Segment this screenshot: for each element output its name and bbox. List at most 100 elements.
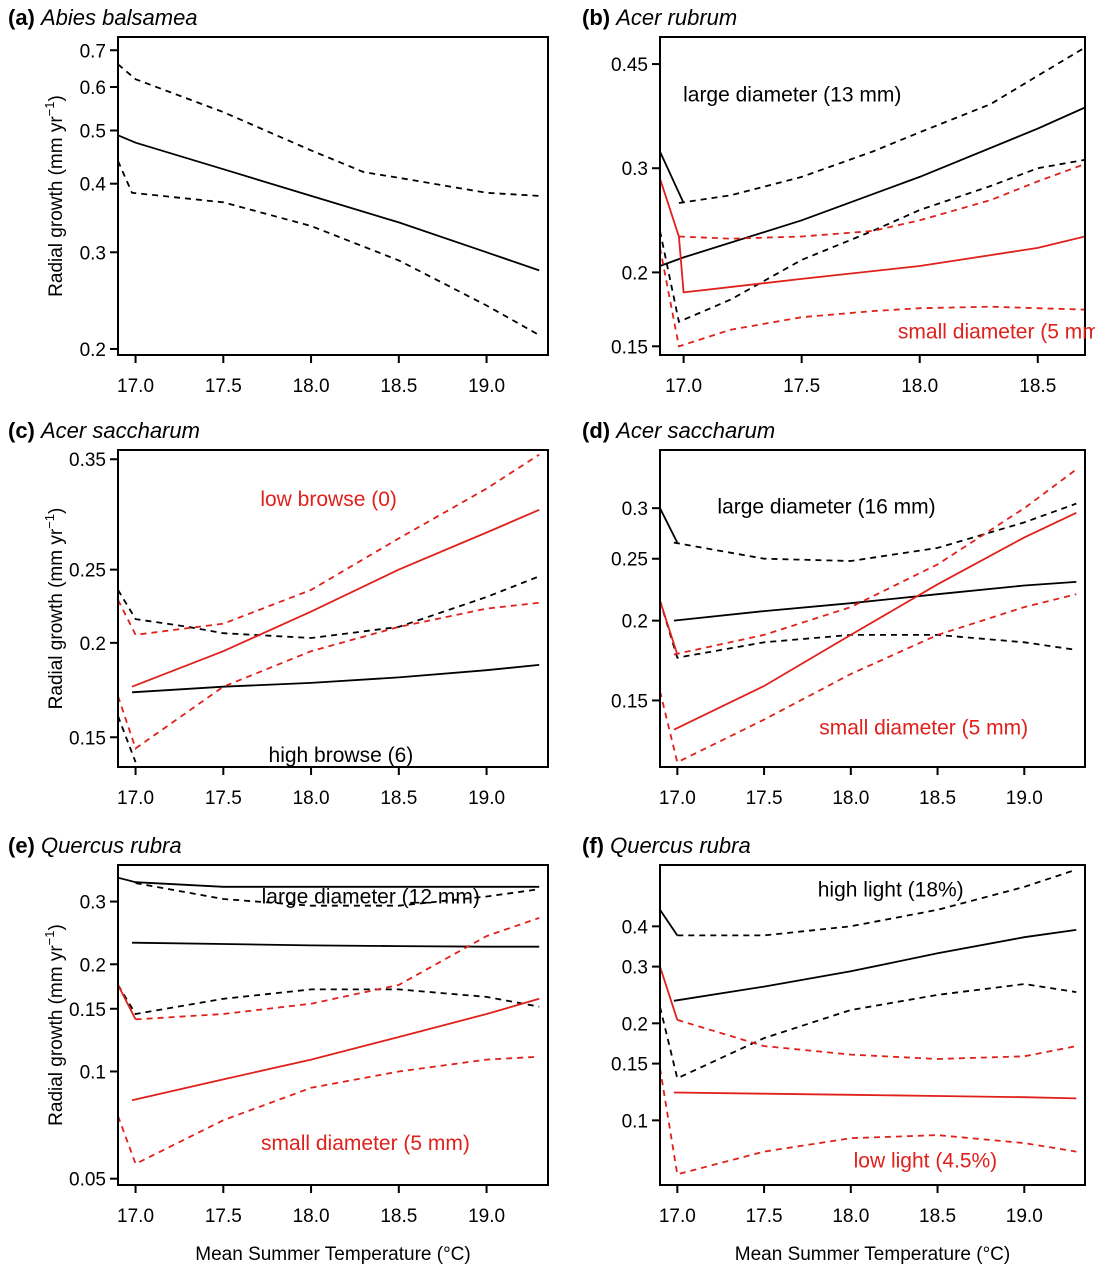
plot-frame bbox=[117, 36, 549, 356]
panel-b: (b) Acer rubrum 17.0 17.5 18.0 18.5 0.15 0.2 0.… bbox=[582, 5, 1095, 397]
x-tick-label: 18.5 bbox=[1019, 376, 1056, 397]
x-tick-label: 18.5 bbox=[380, 788, 417, 809]
series-line-2 bbox=[118, 575, 540, 639]
y-tick-label: 0.3 bbox=[622, 159, 648, 180]
annotation-label: large diameter (16 mm) bbox=[717, 495, 935, 518]
series-line-2 bbox=[673, 581, 1077, 622]
annotation-label: low light (4.5%) bbox=[854, 1150, 998, 1173]
series-line-4 bbox=[118, 984, 540, 1015]
y-axis-label-close: ) bbox=[46, 924, 67, 930]
x-tick-label: 17.5 bbox=[205, 1206, 242, 1227]
panel-letter: (c) bbox=[8, 418, 41, 443]
x-tick-label: 18.0 bbox=[901, 376, 938, 397]
series-line-5 bbox=[660, 966, 679, 1021]
y-tick-label: 0.05 bbox=[69, 1170, 106, 1191]
panel-species: Quercus rubra bbox=[41, 833, 182, 858]
x-tick-label: 19.0 bbox=[468, 1206, 505, 1227]
x-tick-label: 18.0 bbox=[832, 788, 869, 809]
y-axis-label-main: Radial growth (mm yr bbox=[46, 528, 67, 709]
series-line-6 bbox=[678, 163, 1085, 240]
panel-letter: (e) bbox=[8, 833, 41, 858]
y-tick-label: 0.1 bbox=[622, 1111, 648, 1132]
plot-frame bbox=[659, 864, 1086, 1186]
series-line-6 bbox=[131, 997, 540, 1102]
panel-d: (d) Acer saccharum 17.0 17.5 18.0 18.5 19.0 0.… bbox=[582, 418, 1086, 809]
y-tick-label: 0.2 bbox=[80, 955, 106, 976]
x-tick-label: 19.0 bbox=[468, 376, 505, 397]
x-tick-label: 18.0 bbox=[293, 788, 330, 809]
y-tick-label: 0.2 bbox=[80, 340, 106, 361]
annotation-label: large diameter (12 mm) bbox=[262, 885, 480, 908]
series-line-6 bbox=[673, 511, 1077, 731]
y-axis-label-main: Radial growth (mm yr bbox=[46, 116, 67, 297]
panel-c: (c) Acer saccharum 17.0 17.5 18.0 18.5 19.0 0.… bbox=[8, 418, 549, 809]
series-group bbox=[660, 468, 1077, 764]
y-tick-label: 0.15 bbox=[69, 1000, 106, 1021]
series-line-6 bbox=[118, 601, 540, 750]
annotation-label: small diameter (5 mm) bbox=[819, 717, 1028, 740]
series-line-4 bbox=[131, 508, 540, 688]
y-tick-label: 0.5 bbox=[80, 121, 106, 142]
series-line-5 bbox=[118, 453, 540, 636]
x-tick-label: 18.0 bbox=[293, 376, 330, 397]
series-line-7 bbox=[135, 917, 540, 1021]
series-line-4 bbox=[660, 600, 1077, 659]
series-line-3 bbox=[673, 502, 1077, 562]
x-tick-label: 19.0 bbox=[1006, 788, 1043, 809]
series-line-6 bbox=[673, 1091, 1077, 1100]
y-axis-label-sup: −1 bbox=[42, 930, 57, 945]
y-tick-label: 0.3 bbox=[80, 243, 106, 264]
y-tick-label: 0.15 bbox=[611, 691, 648, 712]
x-tick-label: 17.0 bbox=[117, 1206, 154, 1227]
x-tick-label: 18.5 bbox=[380, 1206, 417, 1227]
x-tick-label: 17.5 bbox=[783, 376, 820, 397]
y-tick-label: 0.3 bbox=[622, 499, 648, 520]
series-line-1 bbox=[118, 876, 540, 888]
y-tick-label: 0.1 bbox=[80, 1062, 106, 1083]
panel-species: Acer rubrum bbox=[614, 5, 737, 30]
series-group bbox=[660, 46, 1085, 348]
x-tick-label: 17.0 bbox=[665, 376, 702, 397]
series-line-3 bbox=[678, 46, 1085, 204]
y-tick-label: 0.4 bbox=[80, 175, 107, 196]
plot-frame bbox=[117, 449, 549, 768]
y-tick-label: 0.15 bbox=[611, 337, 648, 358]
y-tick-label: 0.3 bbox=[622, 958, 648, 979]
x-tick-label: 17.0 bbox=[117, 376, 154, 397]
series-line-5 bbox=[660, 600, 679, 655]
series-line-7 bbox=[673, 468, 1077, 656]
series-line-5 bbox=[118, 984, 137, 1020]
annotation-label: high browse (6) bbox=[269, 744, 414, 767]
series-line-3 bbox=[118, 160, 540, 336]
x-tick-label: 19.0 bbox=[468, 788, 505, 809]
y-tick-label: 0.2 bbox=[80, 634, 106, 655]
panel-species: Quercus rubra bbox=[610, 833, 751, 858]
annotation-label: high light (18%) bbox=[818, 879, 964, 902]
series-line-4 bbox=[660, 158, 1085, 324]
x-tick-label: 17.0 bbox=[659, 1206, 696, 1227]
panel-species: Abies balsamea bbox=[39, 5, 198, 30]
annotation-label: low browse (0) bbox=[260, 488, 397, 511]
panel-letter: (b) bbox=[582, 5, 616, 30]
y-tick-label: 0.4 bbox=[622, 917, 649, 938]
y-tick-label: 0.3 bbox=[80, 893, 106, 914]
annotation-label: large diameter (13 mm) bbox=[683, 83, 901, 106]
y-axis-label-sup: −1 bbox=[42, 514, 57, 529]
series-line-1 bbox=[118, 134, 540, 272]
series-line-3 bbox=[118, 715, 137, 763]
y-axis-label-close: ) bbox=[46, 95, 67, 101]
panel-title: (a) Abies balsamea bbox=[8, 5, 198, 30]
series-line-7 bbox=[660, 247, 1085, 348]
y-tick-label: 0.15 bbox=[611, 1055, 648, 1076]
series-line-2 bbox=[660, 106, 1085, 267]
y-tick-label: 0.7 bbox=[80, 41, 106, 62]
x-tick-label: 18.0 bbox=[832, 1206, 869, 1227]
panel-letter: (f) bbox=[582, 833, 610, 858]
panel-title: (b) Acer rubrum bbox=[582, 5, 737, 30]
series-line-8 bbox=[660, 593, 1077, 764]
y-axis-label-sup: −1 bbox=[42, 101, 57, 116]
x-axis-label: Mean Summer Temperature (°C) bbox=[735, 1244, 1010, 1265]
y-tick-label: 0.25 bbox=[69, 561, 106, 582]
y-tick-label: 0.45 bbox=[611, 55, 648, 76]
series-group bbox=[118, 876, 540, 1166]
